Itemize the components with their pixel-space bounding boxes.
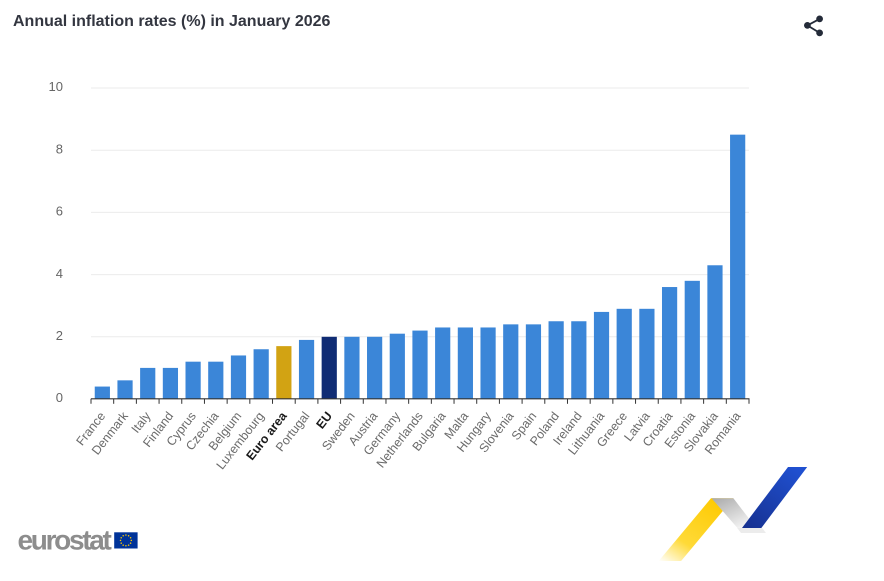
svg-text:8: 8 — [56, 141, 63, 156]
svg-text:eurostat: eurostat — [18, 525, 112, 556]
svg-text:2: 2 — [56, 328, 63, 343]
svg-text:Annual inflation rates (%) in: Annual inflation rates (%) in January 20… — [13, 13, 331, 30]
svg-text:10: 10 — [49, 79, 63, 94]
svg-text:4: 4 — [56, 266, 63, 281]
svg-text:0: 0 — [56, 390, 63, 405]
svg-text:6: 6 — [56, 204, 63, 219]
